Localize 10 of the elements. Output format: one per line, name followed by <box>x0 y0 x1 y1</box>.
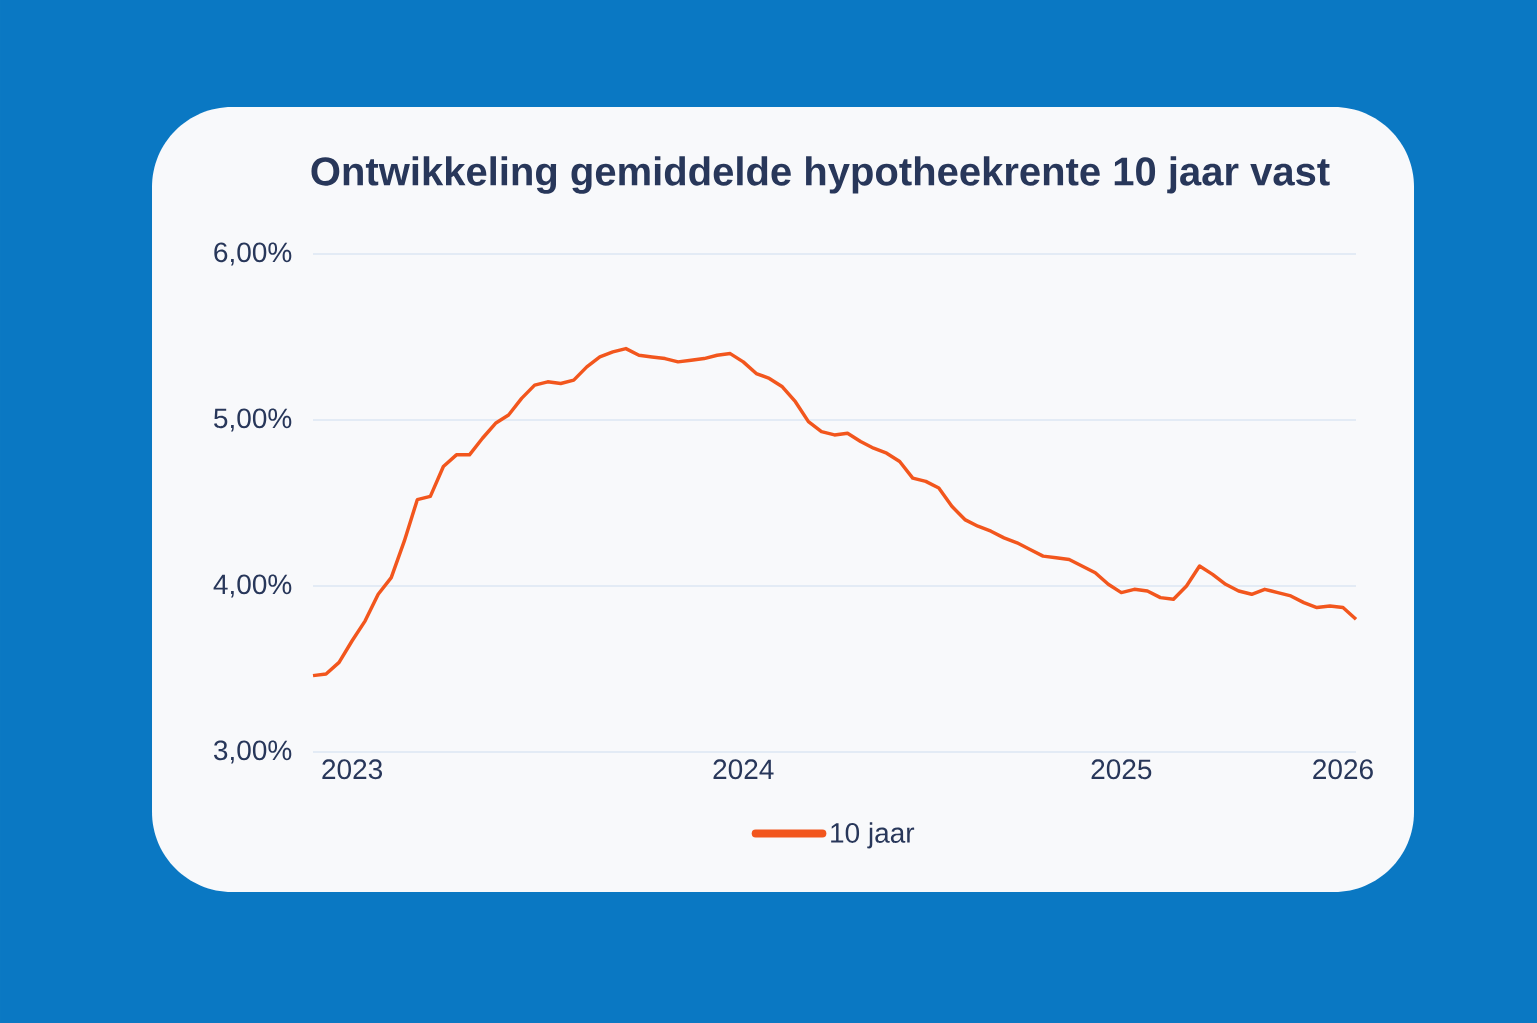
x-tick-label: 2025 <box>1091 759 1152 780</box>
legend-label: 10 jaar <box>831 822 915 849</box>
chart-title: Ontwikkeling gemiddelde hypotheekrente 10 jaar vast <box>311 156 1330 194</box>
y-tick-label: 5,00% <box>214 408 292 432</box>
x-tick-label: 2023 <box>322 759 383 780</box>
y-tick-label: 4,00% <box>213 574 292 598</box>
x-tick-label: 2026 <box>1313 759 1373 780</box>
x-tick-label: 2024 <box>713 759 774 780</box>
y-tick-label: 6,00% <box>214 242 292 266</box>
y-tick-label: 3,00% <box>213 740 292 764</box>
